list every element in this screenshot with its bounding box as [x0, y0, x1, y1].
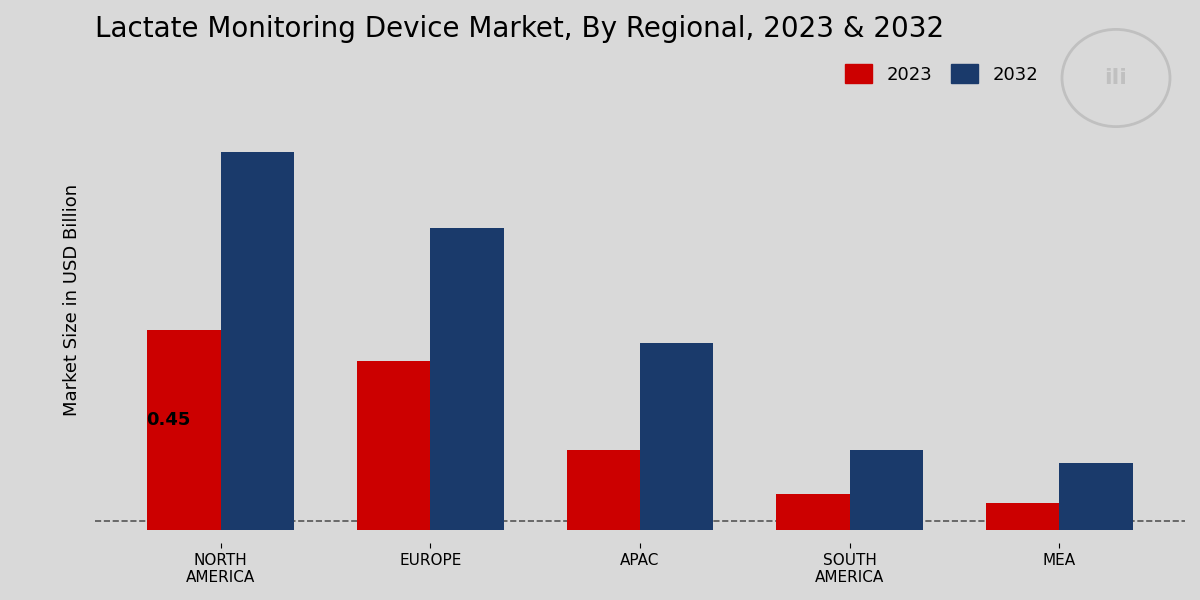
Legend: 2023, 2032: 2023, 2032: [838, 57, 1045, 91]
Bar: [431, 227, 504, 530]
Bar: [148, 330, 221, 530]
Text: 0.45: 0.45: [146, 410, 191, 428]
Bar: [776, 494, 850, 530]
Bar: [221, 152, 294, 530]
Bar: [986, 503, 1060, 530]
Bar: [356, 361, 431, 530]
Y-axis label: Market Size in USD Billion: Market Size in USD Billion: [62, 184, 82, 416]
Bar: [640, 343, 713, 530]
Bar: [1060, 463, 1133, 530]
Text: Lactate Monitoring Device Market, By Regional, 2023 & 2032: Lactate Monitoring Device Market, By Reg…: [95, 15, 944, 43]
Bar: [566, 449, 640, 530]
Text: ili: ili: [1104, 68, 1128, 88]
Bar: [850, 449, 923, 530]
